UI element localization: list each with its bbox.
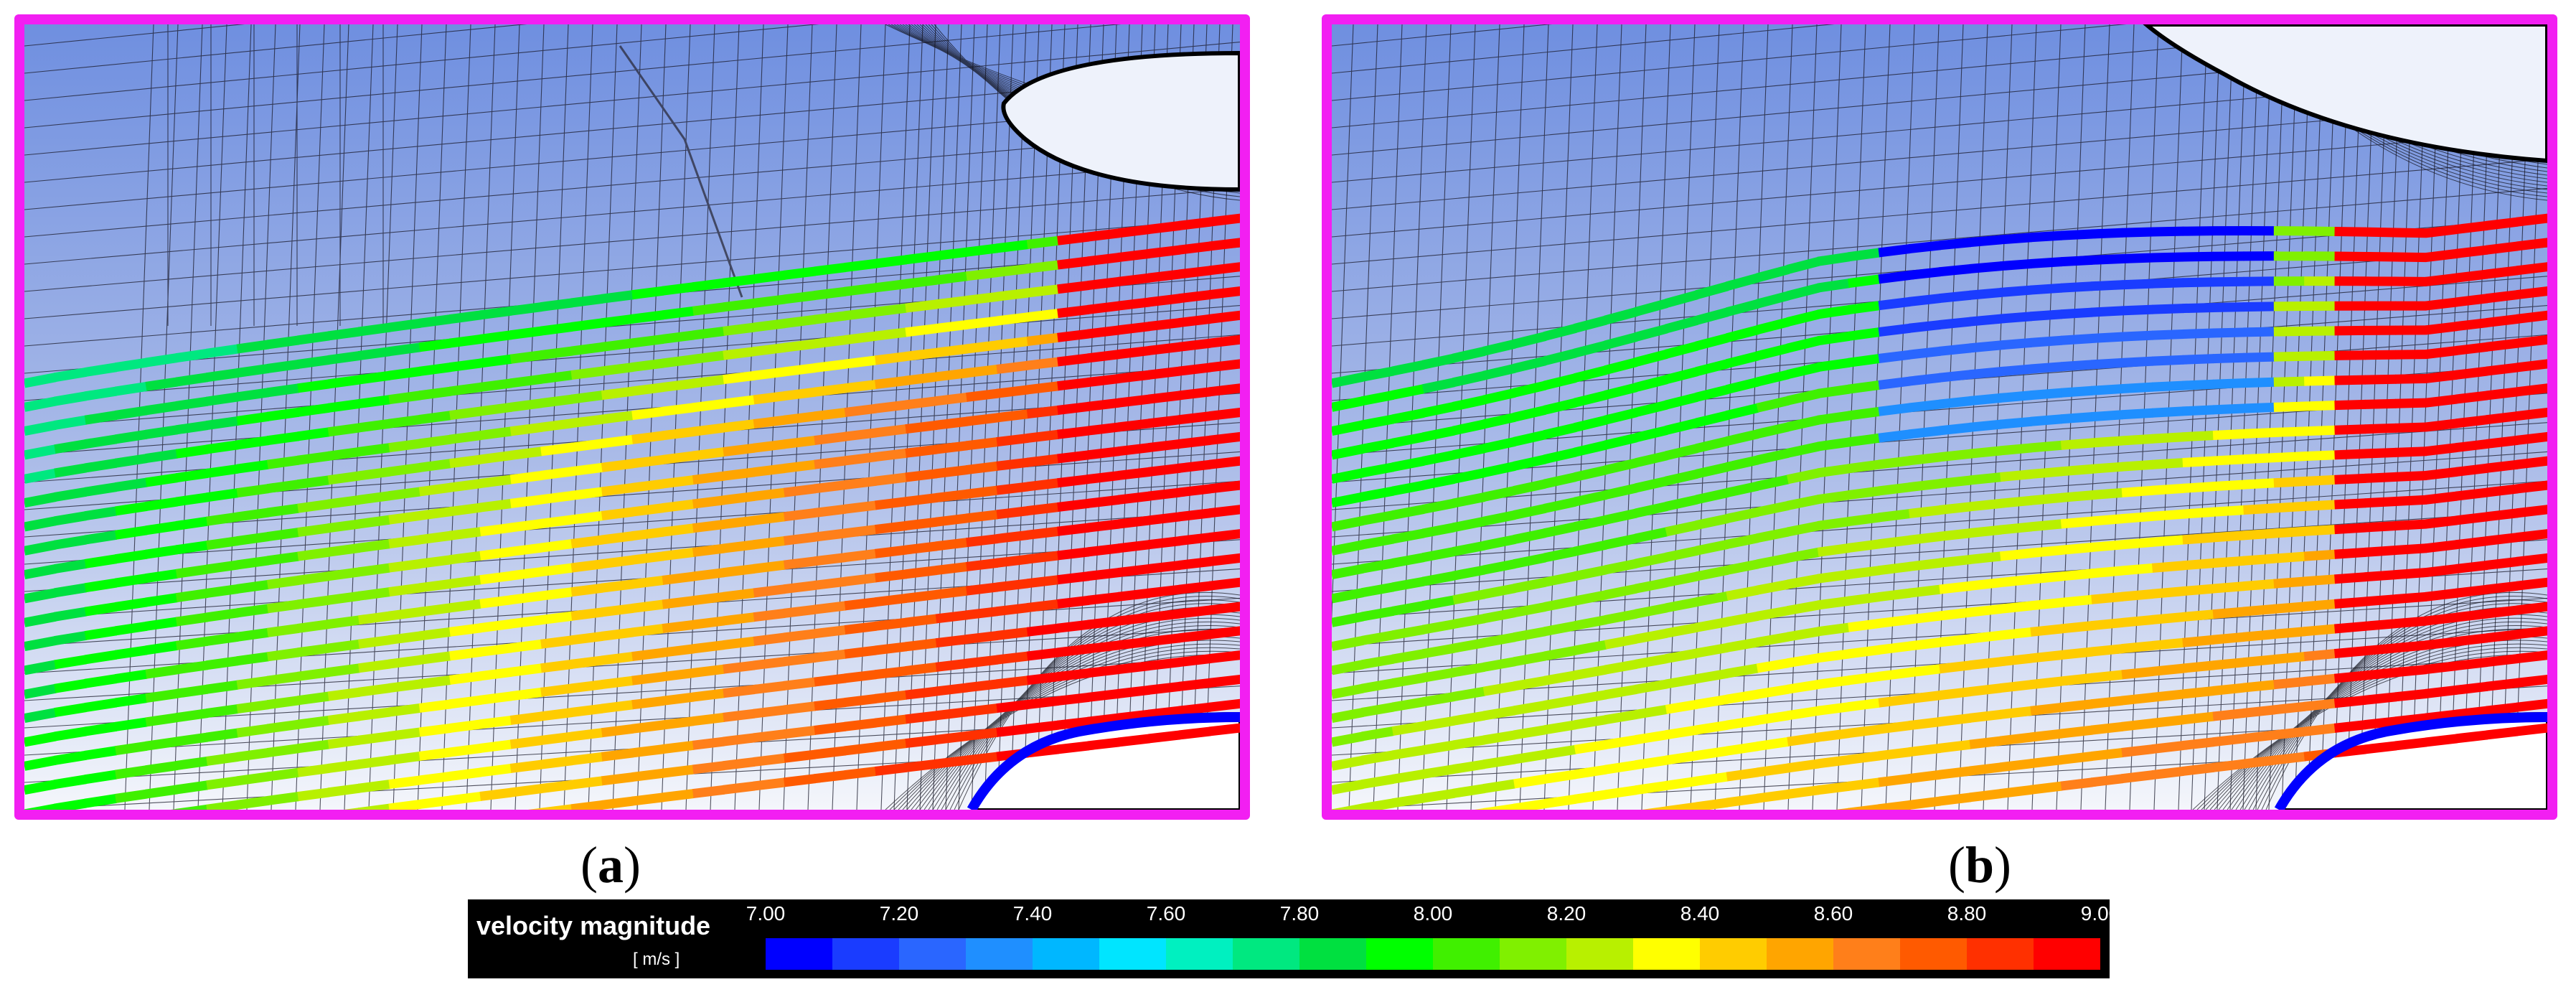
legend-tick-label: 7.40 <box>1012 902 1053 925</box>
boundary-layer-streamline <box>967 712 1240 810</box>
legend-color-bar <box>766 938 2100 970</box>
legend-color-step <box>1433 938 1500 970</box>
legend-tick-label: 8.20 <box>1546 902 1587 925</box>
legend-tick-label: 7.00 <box>746 902 786 925</box>
legend-color-step <box>1967 938 2034 970</box>
legend-tick-label: 7.80 <box>1279 902 1320 925</box>
legend-title: velocity magnitude <box>476 911 711 940</box>
legend-tick-label: 9.00 <box>2080 902 2120 925</box>
panel-a-caption: (a) <box>580 836 641 894</box>
legend-color-step <box>1033 938 1099 970</box>
panel-a-canvas <box>24 24 1240 810</box>
legend-color-step <box>1366 938 1433 970</box>
streamlines <box>1332 213 2547 810</box>
upper-body-shape <box>1001 50 1240 192</box>
boundary-layer-streamline <box>2274 712 2547 810</box>
legend-color-step <box>832 938 899 970</box>
legend-tick-label: 7.60 <box>1146 902 1186 925</box>
legend-color-step <box>1566 938 1633 970</box>
legend-color-step <box>1900 938 1967 970</box>
legend-color-step <box>766 938 832 970</box>
legend-tick-label: 8.40 <box>1680 902 1720 925</box>
legend-color-step <box>1767 938 1833 970</box>
upper-body-shape <box>2143 24 2547 164</box>
legend-color-step <box>1633 938 1700 970</box>
legend-color-step <box>1233 938 1299 970</box>
legend-color-step <box>1700 938 1767 970</box>
legend-tick-label: 8.00 <box>1413 902 1453 925</box>
legend-tick-label: 7.20 <box>879 902 919 925</box>
panel-b-streamline-plot <box>1322 14 2557 820</box>
legend-color-step <box>1099 938 1166 970</box>
legend-color-step <box>1166 938 1233 970</box>
legend-color-step <box>1500 938 1566 970</box>
panel-a-streamline-plot <box>14 14 1250 820</box>
color-legend: velocity magnitude [ m/s ] 7.00 7.20 7.40 7… <box>468 899 2120 978</box>
legend-color-step <box>899 938 966 970</box>
legend-color-step <box>2034 938 2100 970</box>
panel-b-canvas <box>1332 24 2547 810</box>
legend-tick-label: 8.80 <box>1947 902 1987 925</box>
legend-unit: [ m/s ] <box>633 950 680 969</box>
panel-b-caption: (b) <box>1947 836 2011 894</box>
legend-color-step <box>1833 938 1900 970</box>
legend-color-step <box>966 938 1033 970</box>
streamlines <box>24 213 1240 810</box>
legend-tick-label: 8.60 <box>1813 902 1853 925</box>
legend-tick-labels: 7.00 7.20 7.40 7.60 7.80 8.00 8.20 8.40 8.60 8.80… <box>746 902 2120 934</box>
legend-color-step <box>1299 938 1366 970</box>
